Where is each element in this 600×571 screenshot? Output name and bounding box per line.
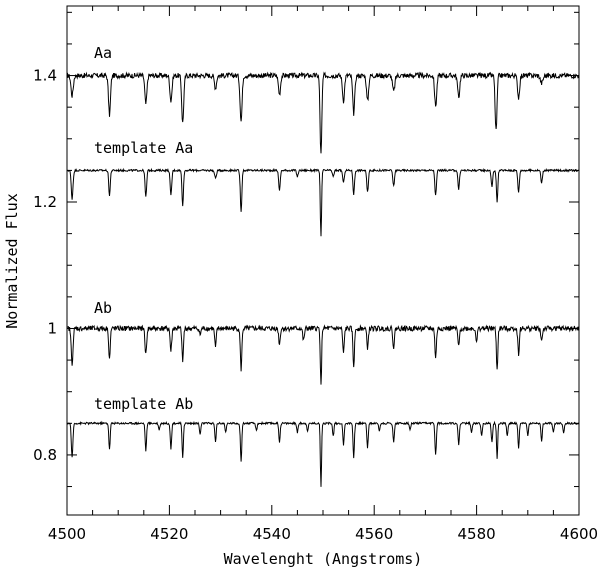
y-tick-label: 1: [47, 319, 57, 337]
x-tick-label: 4580: [458, 525, 496, 543]
spectrum-line-template-ab: [66, 420, 580, 487]
tick-labels: 4500 4520 4540 4560 4580 4600 0.8 1 1.2 1.4: [33, 67, 598, 543]
y-tick-label: 1.4: [33, 67, 57, 85]
series-label-ab: Ab: [94, 299, 112, 317]
x-tick-label: 4500: [48, 525, 86, 543]
x-tick-label: 4520: [150, 525, 188, 543]
series-lines: [66, 71, 580, 487]
y-axis-title: Normalized Flux: [3, 193, 21, 328]
x-axis-title: Wavelenght (Angstroms): [224, 550, 423, 568]
y-tick-label: 1.2: [33, 193, 57, 211]
series-label-template-ab: template Ab: [94, 395, 193, 413]
spectrum-line-ab: [66, 324, 580, 385]
x-tick-label: 4540: [253, 525, 291, 543]
tick-marks: [66, 6, 580, 515]
x-tick-label: 4560: [355, 525, 393, 543]
spectrum-line-aa: [66, 71, 580, 154]
series-label-template-aa: template Aa: [94, 139, 193, 157]
spectrum-line-template-aa: [66, 167, 580, 237]
x-tick-label: 4600: [560, 525, 598, 543]
series-label-aa: Aa: [94, 44, 112, 62]
y-tick-label: 0.8: [33, 446, 57, 464]
